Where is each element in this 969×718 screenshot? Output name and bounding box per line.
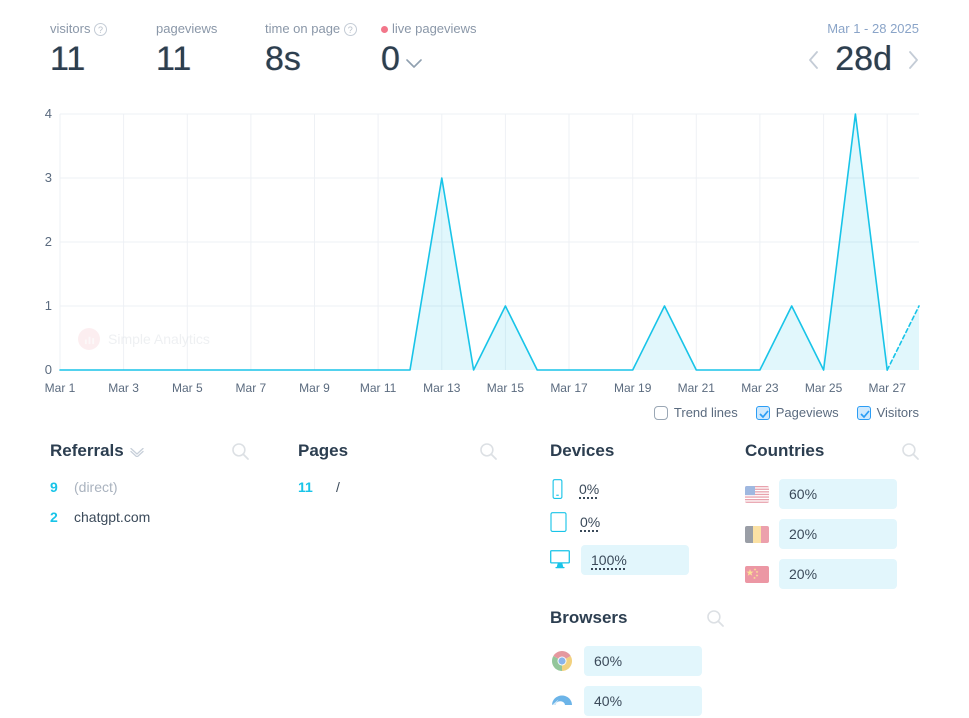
svg-text:Mar 7: Mar 7 (236, 381, 267, 395)
svg-text:Mar 3: Mar 3 (108, 381, 139, 395)
svg-text:4: 4 (45, 106, 52, 121)
svg-text:Mar 11: Mar 11 (360, 381, 397, 395)
svg-text:0: 0 (45, 362, 52, 377)
svg-text:Mar 21: Mar 21 (678, 381, 716, 395)
svg-text:2: 2 (45, 234, 52, 249)
svg-text:Mar 27: Mar 27 (869, 381, 907, 395)
svg-text:Mar 17: Mar 17 (550, 381, 588, 395)
svg-text:Mar 25: Mar 25 (805, 381, 843, 395)
svg-text:Mar 19: Mar 19 (614, 381, 652, 395)
svg-text:3: 3 (45, 170, 52, 185)
svg-text:Mar 1: Mar 1 (45, 381, 76, 395)
svg-text:Mar 5: Mar 5 (172, 381, 203, 395)
svg-text:Mar 13: Mar 13 (423, 381, 461, 395)
svg-text:Mar 23: Mar 23 (741, 381, 779, 395)
svg-text:1: 1 (45, 298, 52, 313)
svg-text:Mar 9: Mar 9 (299, 381, 330, 395)
svg-text:Mar 15: Mar 15 (487, 381, 525, 395)
